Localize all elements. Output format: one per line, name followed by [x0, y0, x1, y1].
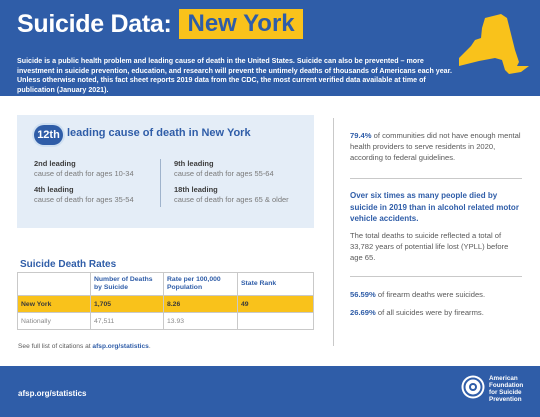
page-title: Suicide Data: New York — [17, 9, 303, 39]
table-row: New York 1,705 8.26 49 — [17, 295, 314, 313]
citation-suffix: . — [148, 343, 151, 350]
ypll-stat: The total deaths to suicide reflected a … — [350, 230, 522, 263]
providers-text: of communities did not have enough menta… — [350, 131, 521, 162]
citation-link[interactable]: afsp.org/statistics — [92, 343, 149, 350]
table-header: State Rank — [237, 272, 314, 296]
citation-note: See full list of citations at afsp.org/s… — [18, 343, 151, 350]
table-header — [17, 272, 91, 296]
leading-label: 9th leading — [174, 159, 214, 168]
table-cell: Nationally — [17, 312, 91, 330]
org-name-line: for Suicide — [489, 389, 522, 396]
intro-paragraph: Suicide is a public health problem and l… — [17, 57, 452, 94]
header-banner: Suicide Data: New York Suicide is a publ… — [0, 0, 540, 96]
firearm-percent: 56.59% — [350, 290, 376, 299]
suicide-firearm-stat: 26.69% of all suicides were by firearms. — [350, 307, 522, 318]
rank-badge: 12th — [34, 125, 63, 145]
column-divider — [333, 118, 334, 346]
providers-percent: 79.4% — [350, 131, 372, 140]
column-divider — [160, 159, 161, 207]
table-header: Number of Deaths by Suicide — [90, 272, 164, 296]
org-name: American Foundation for Suicide Preventi… — [489, 375, 539, 403]
table-cell: New York — [17, 295, 91, 313]
footer-url[interactable]: afsp.org/statistics — [18, 389, 87, 398]
org-name-line: Prevention — [489, 396, 522, 403]
suicide-firearm-percent: 26.69% — [350, 308, 376, 317]
leading-item: 4th leading cause of death for ages 35-5… — [34, 185, 134, 205]
table-header: Rate per 100,000 Population — [163, 272, 238, 296]
table-cell: 49 — [237, 295, 314, 313]
org-name-line: American — [489, 375, 518, 382]
rates-table: Number of Deaths by Suicide Rate per 100… — [17, 272, 314, 330]
leading-label: 4th leading — [34, 185, 74, 194]
new-york-state-map-icon — [459, 14, 529, 74]
firearm-text: of firearm deaths were suicides. — [375, 290, 486, 299]
leading-label: 2nd leading — [34, 159, 76, 168]
state-name-badge: New York — [179, 9, 303, 39]
divider — [350, 178, 522, 179]
life-ring-icon — [461, 375, 485, 399]
leading-cause-box: 12th leading cause of death in New York … — [17, 115, 314, 228]
table-cell: 13.93 — [163, 312, 238, 330]
table-cell — [237, 312, 314, 330]
leading-item: 2nd leading cause of death for ages 10-3… — [34, 159, 134, 179]
leading-desc: cause of death for ages 10-34 — [34, 169, 134, 178]
rank-text: leading cause of death in New York — [67, 127, 251, 139]
table-cell: 1,705 — [90, 295, 164, 313]
table-cell: 47,511 — [90, 312, 164, 330]
rates-title: Suicide Death Rates — [20, 259, 117, 270]
org-name-line: Foundation — [489, 382, 524, 389]
citation-prefix: See full list of citations at — [18, 343, 91, 350]
footer-banner: afsp.org/statistics American Foundation … — [0, 366, 540, 417]
leading-desc: cause of death for ages 55-64 — [174, 169, 274, 178]
leading-label: 18th leading — [174, 185, 218, 194]
leading-desc: cause of death for ages 35-54 — [34, 195, 134, 204]
providers-stat: 79.4% of communities did not have enough… — [350, 130, 522, 163]
title-text: Suicide Data: — [17, 9, 172, 38]
leading-item: 9th leading cause of death for ages 55-6… — [174, 159, 274, 179]
table-row: Nationally 47,511 13.93 — [17, 312, 314, 330]
suicide-firearm-text: of all suicides were by firearms. — [375, 308, 484, 317]
leading-item: 18th leading cause of death for ages 65 … — [174, 185, 289, 205]
callout-text: Over six times as many people died by su… — [350, 191, 519, 223]
table-header-row: Number of Deaths by Suicide Rate per 100… — [17, 272, 314, 296]
divider — [350, 276, 522, 277]
table-cell: 8.26 — [163, 295, 238, 313]
callout-stat: Over six times as many people died by su… — [350, 190, 522, 225]
firearm-stat: 56.59% of firearm deaths were suicides. — [350, 289, 522, 300]
ypll-text: The total deaths to suicide reflected a … — [350, 231, 509, 262]
leading-desc: cause of death for ages 65 & older — [174, 195, 289, 204]
